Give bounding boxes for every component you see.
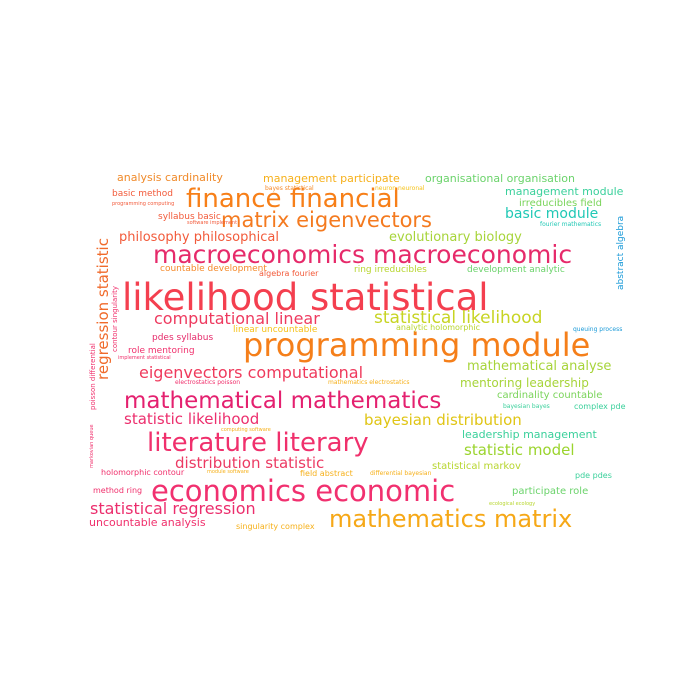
- word-method-ring: method ring: [93, 486, 143, 495]
- word-algebra-fourier: algebra fourier: [259, 269, 319, 278]
- word-fourier-mathematics: fourier mathematics: [540, 221, 602, 228]
- word-software-implement: software implement: [187, 220, 238, 226]
- word-pdes-syllabus: pdes syllabus: [152, 333, 214, 343]
- word-role-mentoring: role mentoring: [128, 346, 195, 356]
- word-mathematics-matrix: mathematics matrix: [329, 505, 573, 533]
- word-management-module: management module: [505, 185, 624, 198]
- word-cardinality-countable: cardinality countable: [497, 390, 603, 401]
- word-management-participate: management participate: [263, 172, 400, 185]
- word-matrix-eigenvectors: matrix eigenvectors: [221, 208, 432, 232]
- word-development-analytic: development analytic: [467, 265, 565, 275]
- word-programming-computing: programming computing: [112, 201, 175, 207]
- word-analysis-cardinality: analysis cardinality: [117, 171, 223, 184]
- word-analytic-holomorphic: analytic holomorphic: [396, 323, 480, 332]
- word-computational-linear: computational linear: [154, 309, 320, 328]
- word-statistic-likelihood: statistic likelihood: [124, 410, 260, 428]
- word-mathematical-analyse: mathematical analyse: [467, 359, 612, 374]
- word-statistical-regression: statistical regression: [90, 499, 256, 518]
- word-programming-module: programming module: [243, 326, 591, 364]
- word-evolutionary-biology: evolutionary biology: [389, 230, 522, 245]
- word-mathematics-electrostatics: mathematics electrostatics: [328, 379, 410, 386]
- word-bayesian-distribution: bayesian distribution: [364, 411, 522, 429]
- word-likelihood-statistical: likelihood statistical: [122, 276, 489, 319]
- word-markovian-queue: markovian queue: [89, 424, 95, 468]
- word-economics-economic: economics economic: [151, 474, 456, 508]
- word-bayes-statistical: bayes statistical: [265, 185, 314, 192]
- word-distribution-statistic: distribution statistic: [175, 454, 325, 472]
- word-mentoring-leadership: mentoring leadership: [460, 376, 589, 390]
- word-bayesian-bayes: bayesian bayes: [503, 403, 550, 410]
- word-organisational-organisation: organisational organisation: [425, 172, 575, 185]
- word-irreducibles-field: irreducibles field: [519, 198, 602, 209]
- word-holomorphic-contour: holomorphic contour: [101, 468, 185, 477]
- word-computing-software: computing software: [221, 427, 271, 433]
- word-eigenvectors-computational: eigenvectors computational: [139, 363, 364, 382]
- word-electrostatics-poisson: electrostatics poisson: [175, 379, 241, 386]
- word-poisson-differential: poisson differential: [89, 343, 97, 410]
- word-regression-statistic: regression statistic: [94, 238, 112, 380]
- word-pde-pdes: pde pdes: [575, 471, 612, 480]
- word-differential-bayesian: differential bayesian: [370, 470, 432, 477]
- word-syllabus-basic: syllabus basic: [158, 212, 221, 222]
- word-finance-financial: finance financial: [186, 184, 400, 214]
- word-neuron-neuronal: neuron neuronal: [375, 185, 425, 192]
- word-uncountable-analysis: uncountable analysis: [89, 516, 206, 529]
- word-participate-role: participate role: [512, 486, 589, 497]
- word-complex-pde: complex pde: [574, 402, 626, 411]
- word-basic-method: basic method: [112, 189, 173, 199]
- word-statistic-model: statistic model: [464, 441, 575, 459]
- word-linear-uncountable: linear uncountable: [233, 325, 318, 335]
- word-ecological-ecology: ecological ecology: [489, 501, 536, 507]
- word-countable-development: countable development: [160, 264, 267, 274]
- word-abstract-algebra: abstract algebra: [616, 215, 626, 290]
- word-macroeconomics-macroeconomic: macroeconomics macroeconomic: [153, 240, 573, 269]
- word-cloud-area: [84, 168, 636, 532]
- word-queuing-process: queuing process: [573, 326, 623, 333]
- word-basic-module: basic module: [505, 206, 599, 222]
- word-implement-statistical: implement statistical: [118, 355, 171, 361]
- word-statistical-likelihood: statistical likelihood: [374, 308, 543, 328]
- word-singularity-complex: singularity complex: [236, 522, 315, 531]
- word-mathematical-mathematics: mathematical mathematics: [124, 388, 442, 414]
- word-contour-singularity: contour singularity: [111, 286, 119, 352]
- word-literature-literary: literature literary: [147, 428, 369, 458]
- word-leadership-management: leadership management: [462, 428, 597, 441]
- word-module-software: module software: [207, 469, 249, 475]
- word-ring-irreducibles: ring irreducibles: [354, 265, 427, 275]
- word-field-abstract: field abstract: [300, 469, 353, 478]
- word-statistical-markov: statistical markov: [432, 461, 521, 472]
- word-philosophy-philosophical: philosophy philosophical: [119, 230, 279, 245]
